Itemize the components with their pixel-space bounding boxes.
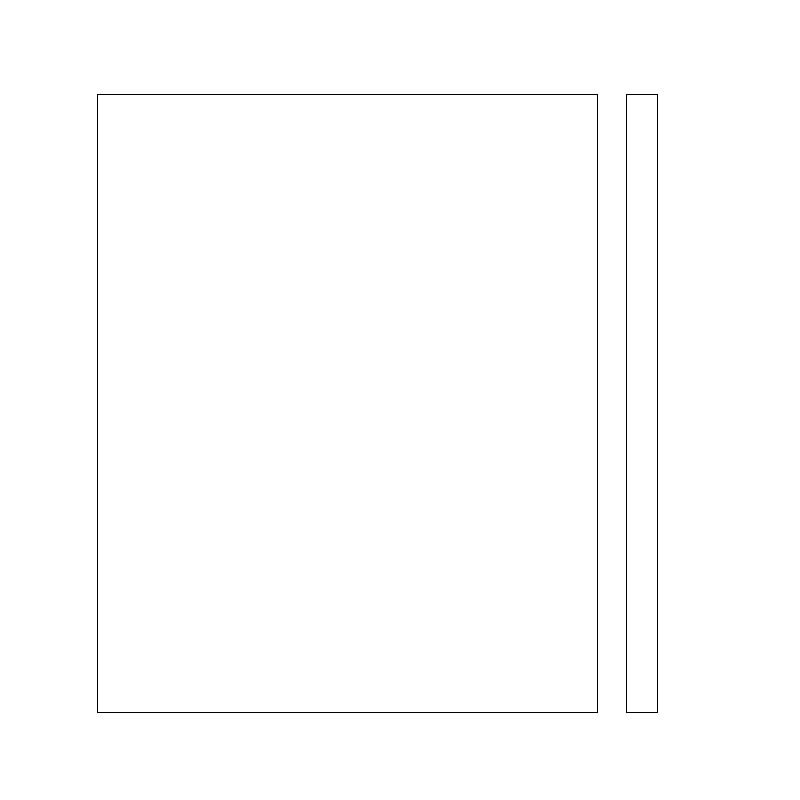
plot-axes-frame <box>97 94 598 713</box>
spectrogram-image <box>98 95 597 712</box>
colorbar-frame <box>626 94 658 713</box>
colorbar-gradient <box>627 95 657 712</box>
